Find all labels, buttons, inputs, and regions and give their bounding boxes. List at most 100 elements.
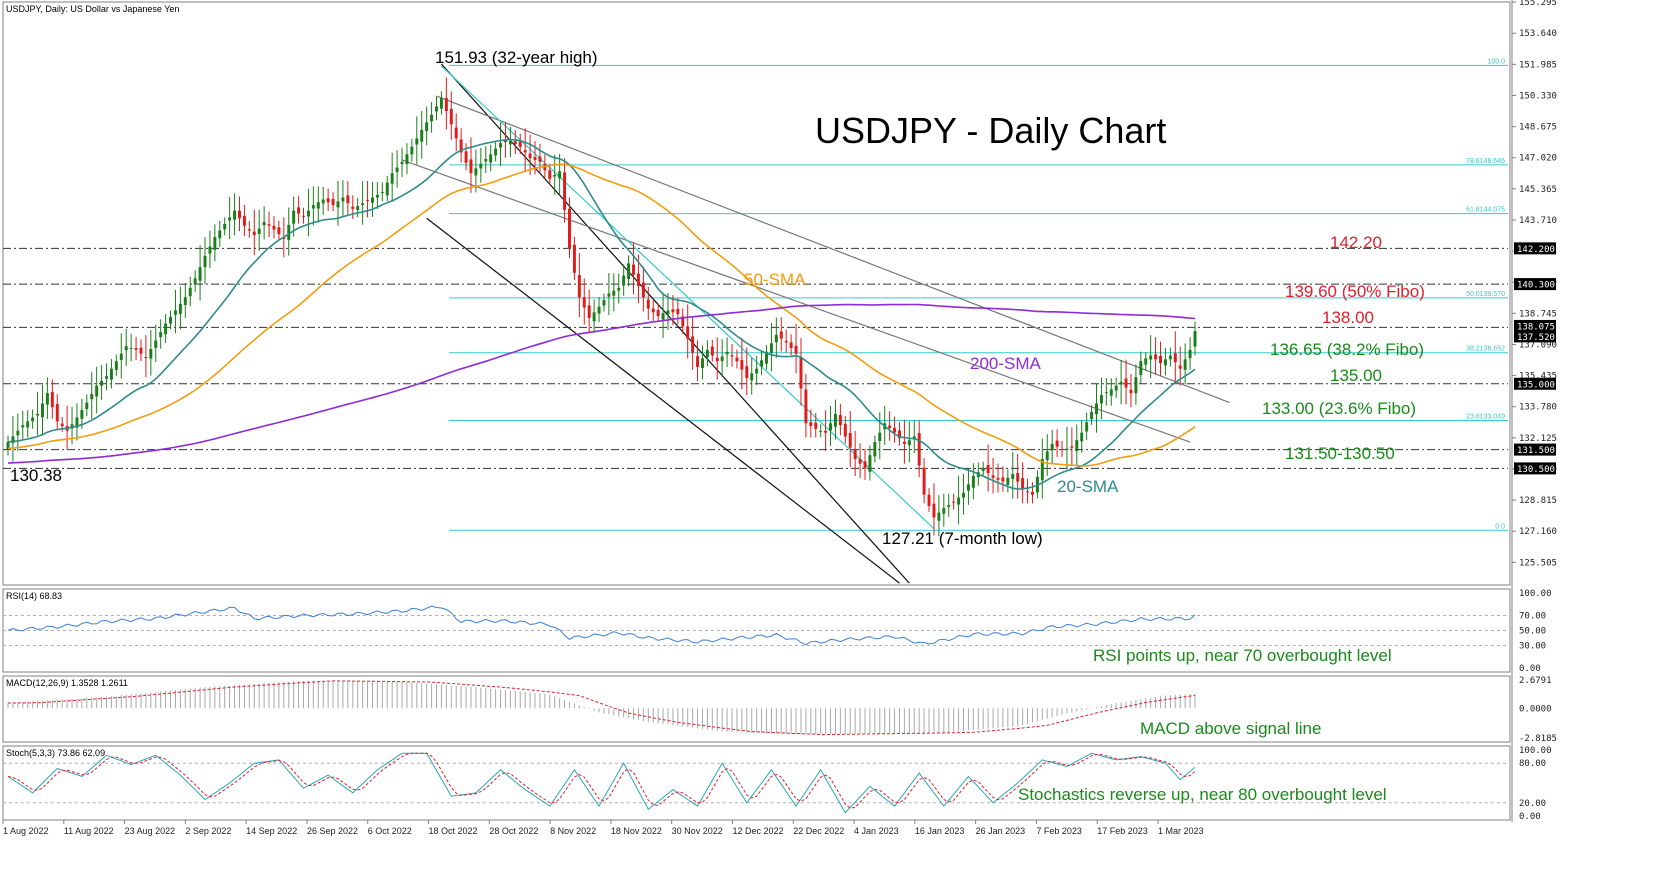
- candle-body: [607, 293, 611, 297]
- candle-body: [656, 310, 660, 317]
- candle-body: [863, 461, 867, 469]
- candle-body: [888, 425, 892, 428]
- candle-body: [425, 122, 429, 132]
- candle-body: [321, 199, 325, 204]
- date-tick-label: 2 Sep 2022: [185, 826, 231, 836]
- date-tick-label: 11 Aug 2022: [64, 826, 114, 836]
- candle-body: [247, 229, 251, 231]
- candle-body: [986, 465, 990, 474]
- resistance-138-label: 138.00: [1322, 308, 1374, 327]
- resistance-139-label: 139.60 (50% Fibo): [1285, 282, 1425, 301]
- price-tick-label: 151.985: [1519, 60, 1557, 70]
- candle-body: [1104, 392, 1108, 394]
- date-tick-label: 6 Oct 2022: [368, 826, 412, 836]
- candle-body: [907, 440, 911, 446]
- candle-body: [282, 237, 286, 239]
- candle-body: [178, 303, 182, 314]
- candle-body: [843, 424, 847, 437]
- candle-body: [292, 210, 296, 224]
- candle-body: [479, 163, 483, 169]
- candle-body: [1080, 432, 1084, 442]
- candle-body: [666, 310, 670, 315]
- candle-body: [848, 433, 852, 448]
- candle-body: [809, 422, 813, 427]
- candle-body: [159, 332, 163, 338]
- candle-body: [962, 492, 965, 498]
- candle-body: [745, 366, 749, 379]
- price-badge-label: 137.520: [1517, 333, 1555, 343]
- candle-body: [538, 156, 542, 162]
- candle-body: [858, 458, 862, 464]
- candle-body: [302, 215, 305, 217]
- candle-body: [932, 503, 936, 518]
- candle-body: [380, 191, 384, 193]
- price-tick-label: 143.710: [1519, 216, 1557, 226]
- candle-body: [95, 385, 99, 397]
- date-tick-label: 22 Dec 2022: [793, 826, 844, 836]
- candle-body: [267, 224, 271, 226]
- candle-body: [1129, 389, 1133, 394]
- date-tick-label: 17 Feb 2023: [1097, 826, 1148, 836]
- price-tick-label: 147.020: [1519, 154, 1557, 164]
- date-tick-label: 16 Jan 2023: [915, 826, 965, 836]
- date-tick-label: 18 Oct 2022: [429, 826, 478, 836]
- candle-body: [769, 343, 773, 353]
- stoch-note: Stochastics reverse up, near 80 overboug…: [1018, 785, 1387, 804]
- candle-body: [636, 273, 640, 286]
- candle-body: [617, 287, 621, 291]
- candle-body: [957, 497, 961, 505]
- candle-body: [774, 334, 778, 343]
- rsi-label: RSI(14) 68.83: [6, 591, 62, 601]
- candle-body: [36, 413, 40, 416]
- candle-body: [612, 290, 616, 296]
- candle-body: [720, 356, 724, 362]
- candle-body: [346, 195, 350, 204]
- candle-body: [60, 423, 64, 427]
- date-tick-label: 4 Jan 2023: [854, 826, 899, 836]
- support-135-label: 135.00: [1330, 366, 1382, 385]
- candle-body: [1030, 491, 1034, 495]
- stoch-tick-label: 80.00: [1519, 759, 1546, 769]
- symbol-label: USDJPY, Daily: US Dollar vs Japanese Yen: [6, 4, 179, 14]
- candle-body: [755, 368, 759, 374]
- candle-body: [952, 501, 956, 503]
- candle-body: [548, 170, 552, 179]
- candle-body: [361, 203, 365, 205]
- candle-body: [1085, 422, 1089, 432]
- candle-body: [326, 198, 330, 203]
- price-tick-label: 153.640: [1519, 29, 1557, 39]
- price-tick-label: 128.815: [1519, 496, 1557, 506]
- price-tick-label: 155.295: [1519, 0, 1557, 8]
- candle-body: [853, 449, 857, 459]
- candle-body: [375, 194, 379, 198]
- candle-body: [405, 154, 409, 165]
- candle-body: [228, 217, 232, 221]
- candle-body: [208, 246, 212, 254]
- fib-diagonal-line: [441, 65, 935, 530]
- candle-body: [991, 475, 995, 478]
- price-badge-label: 142.200: [1517, 245, 1555, 255]
- candle-body: [937, 512, 941, 521]
- candle-body: [435, 106, 438, 112]
- price-tick-label: 133.780: [1519, 403, 1557, 413]
- candle-body: [1119, 381, 1123, 385]
- candle-body: [760, 360, 764, 367]
- candle-body: [193, 278, 197, 285]
- candle-body: [1144, 358, 1148, 365]
- candle-body: [779, 331, 783, 339]
- candle-body: [144, 357, 148, 359]
- candle-body: [306, 210, 310, 217]
- candle-body: [784, 340, 788, 343]
- candle-body: [489, 154, 493, 163]
- candle-body: [740, 360, 744, 370]
- candle-body: [1159, 355, 1163, 364]
- candle-body: [627, 263, 631, 280]
- candle-body: [833, 413, 837, 427]
- candle-body: [154, 340, 158, 348]
- candle-body: [114, 361, 118, 370]
- resistance-142-label: 142.20: [1330, 233, 1382, 252]
- candle-body: [705, 349, 709, 358]
- candle-body: [134, 348, 138, 350]
- candle-body: [912, 436, 916, 440]
- candle-body: [277, 227, 281, 235]
